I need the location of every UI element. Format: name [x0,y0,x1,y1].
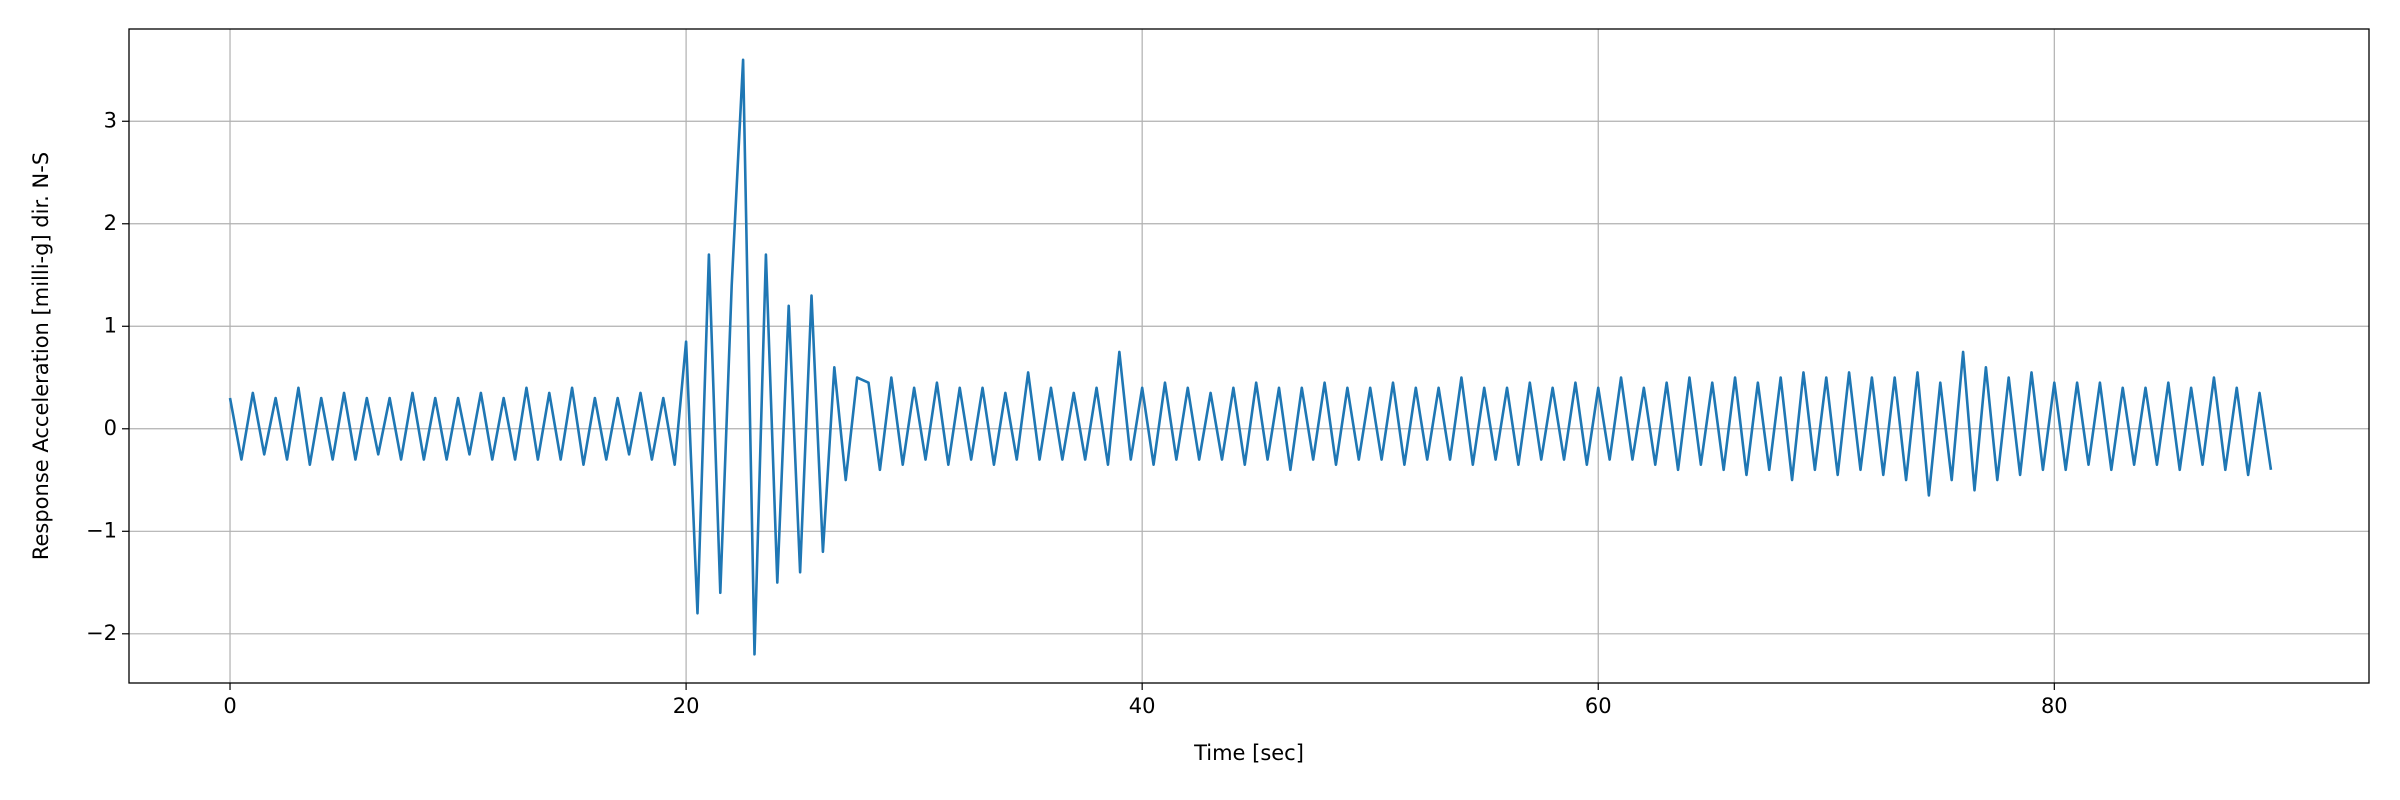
x-tick-label: 20 [673,694,700,718]
y-tick-label: −2 [86,621,117,645]
x-tick-label: 80 [2041,694,2068,718]
y-tick-label: 2 [104,211,117,235]
x-tick-label: 40 [1129,694,1156,718]
y-tick-label: 1 [104,313,117,337]
y-tick-label: 3 [104,108,117,132]
y-tick-label: 0 [104,416,117,440]
y-axis-label: Response Acceleration [milli-g] dir. N-S [29,152,53,560]
data-line [228,58,2273,656]
x-axis-label: Time [sec] [1193,741,1304,765]
x-tick-label: 0 [223,694,236,718]
x-tick-label: 60 [1585,694,1612,718]
y-tick-label: −1 [86,518,117,542]
plot-frame [128,28,2370,684]
